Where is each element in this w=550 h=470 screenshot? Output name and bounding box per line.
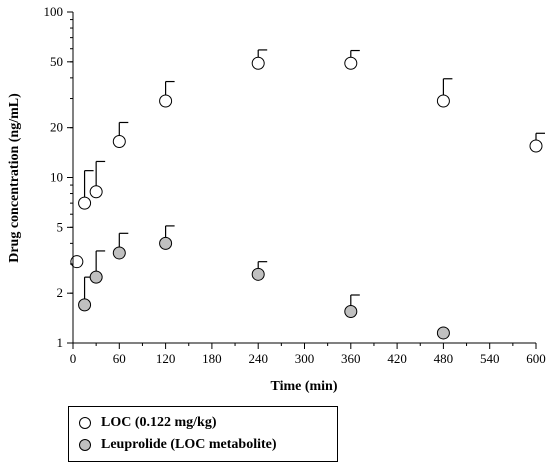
data-point-s1 (344, 305, 358, 319)
x-tick-label: 300 (295, 351, 315, 366)
x-tick-label: 120 (156, 351, 176, 366)
y-tick-label: 10 (50, 170, 63, 185)
legend-label-leuprolide: Leuprolide (LOC metabolite) (101, 437, 277, 452)
y-axis-title: Drug concentration (ng/mL) (7, 93, 22, 263)
y-tick-label: 5 (57, 219, 64, 234)
x-tick-label: 600 (526, 351, 546, 366)
y-tick-label: 2 (57, 285, 64, 300)
legend-item-leuprolide: Leuprolide (LOC metabolite) (79, 435, 277, 455)
data-point-s0 (112, 135, 126, 149)
y-tick-label: 1 (57, 335, 64, 350)
data-point-s0 (70, 255, 84, 269)
data-point-s1 (89, 270, 103, 284)
x-tick-label: 540 (480, 351, 500, 366)
data-point-s0 (89, 185, 103, 199)
data-point-s1 (159, 236, 173, 250)
legend-marker-loc (79, 417, 91, 429)
chart: 0 60 120 180 240 300 360 420 480 540 600 1 2 5 10 20 50… (7, 4, 546, 394)
axes (72, 12, 536, 344)
y-tick-label: 50 (50, 54, 63, 69)
data-point-s1 (112, 246, 126, 260)
x-tick-label: 240 (248, 351, 268, 366)
data-point-s1 (436, 326, 450, 340)
legend: LOC (0.122 mg/kg) Leuprolide (LOC metabo… (68, 406, 338, 462)
x-tick-label: 480 (434, 351, 454, 366)
data-point-s1 (251, 267, 265, 281)
error-bars (83, 49, 545, 312)
x-tick-label: 360 (341, 351, 361, 366)
data-point-s0 (436, 94, 450, 108)
data-points (70, 56, 543, 340)
legend-marker-leuprolide (79, 439, 91, 451)
data-point-s0 (344, 56, 358, 70)
data-point-s1 (78, 298, 92, 312)
x-tick-label: 420 (387, 351, 407, 366)
data-point-s0 (78, 196, 92, 210)
y-tick-label: 20 (50, 120, 63, 135)
y-axis-ticks: 1 2 5 10 20 50 100 (44, 4, 73, 350)
data-point-s0 (159, 94, 173, 108)
legend-label-loc: LOC (0.122 mg/kg) (101, 415, 217, 430)
data-point-s0 (251, 56, 265, 70)
x-axis-ticks: 0 60 120 180 240 300 360 420 480 540 600 (70, 343, 546, 366)
x-tick-label: 0 (70, 351, 77, 366)
data-point-s0 (529, 139, 543, 153)
x-tick-label: 180 (202, 351, 222, 366)
legend-item-loc: LOC (0.122 mg/kg) (79, 413, 217, 433)
x-tick-label: 60 (113, 351, 126, 366)
y-tick-label: 100 (44, 4, 64, 19)
x-axis-title: Time (min) (270, 379, 337, 394)
